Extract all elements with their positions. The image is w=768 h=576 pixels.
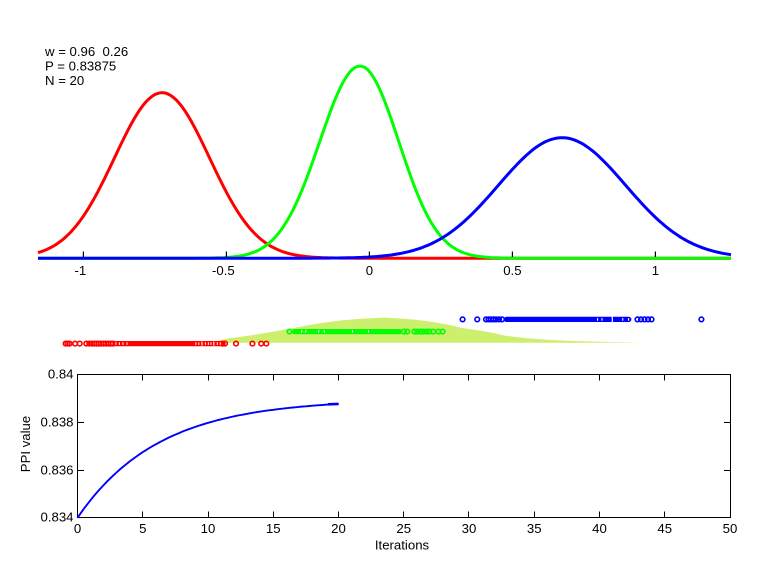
- svg-text:1: 1: [652, 263, 659, 278]
- svg-text:Iterations: Iterations: [375, 538, 430, 553]
- svg-text:0.5: 0.5: [503, 263, 521, 278]
- svg-text:0: 0: [74, 521, 81, 536]
- svg-text:PPI value: PPI value: [18, 416, 33, 472]
- svg-text:P = 0.83875: P = 0.83875: [45, 59, 116, 74]
- svg-text:0.836: 0.836: [40, 463, 73, 478]
- svg-text:5: 5: [139, 521, 146, 536]
- svg-text:w = 0.96 0.26: w = 0.96 0.26: [44, 44, 128, 59]
- svg-text:20: 20: [331, 521, 346, 536]
- svg-text:40: 40: [592, 521, 607, 536]
- svg-text:30: 30: [462, 521, 477, 536]
- svg-text:-1: -1: [75, 263, 87, 278]
- svg-text:25: 25: [396, 521, 411, 536]
- svg-text:35: 35: [527, 521, 542, 536]
- svg-text:0.834: 0.834: [40, 510, 73, 525]
- svg-text:-0.5: -0.5: [212, 263, 235, 278]
- svg-text:10: 10: [201, 521, 216, 536]
- svg-text:50: 50: [723, 521, 738, 536]
- svg-text:0.84: 0.84: [48, 367, 74, 382]
- svg-text:15: 15: [266, 521, 281, 536]
- svg-text:0: 0: [366, 263, 373, 278]
- svg-text:45: 45: [657, 521, 672, 536]
- svg-text:0.838: 0.838: [40, 415, 73, 430]
- svg-text:N = 20: N = 20: [45, 73, 84, 88]
